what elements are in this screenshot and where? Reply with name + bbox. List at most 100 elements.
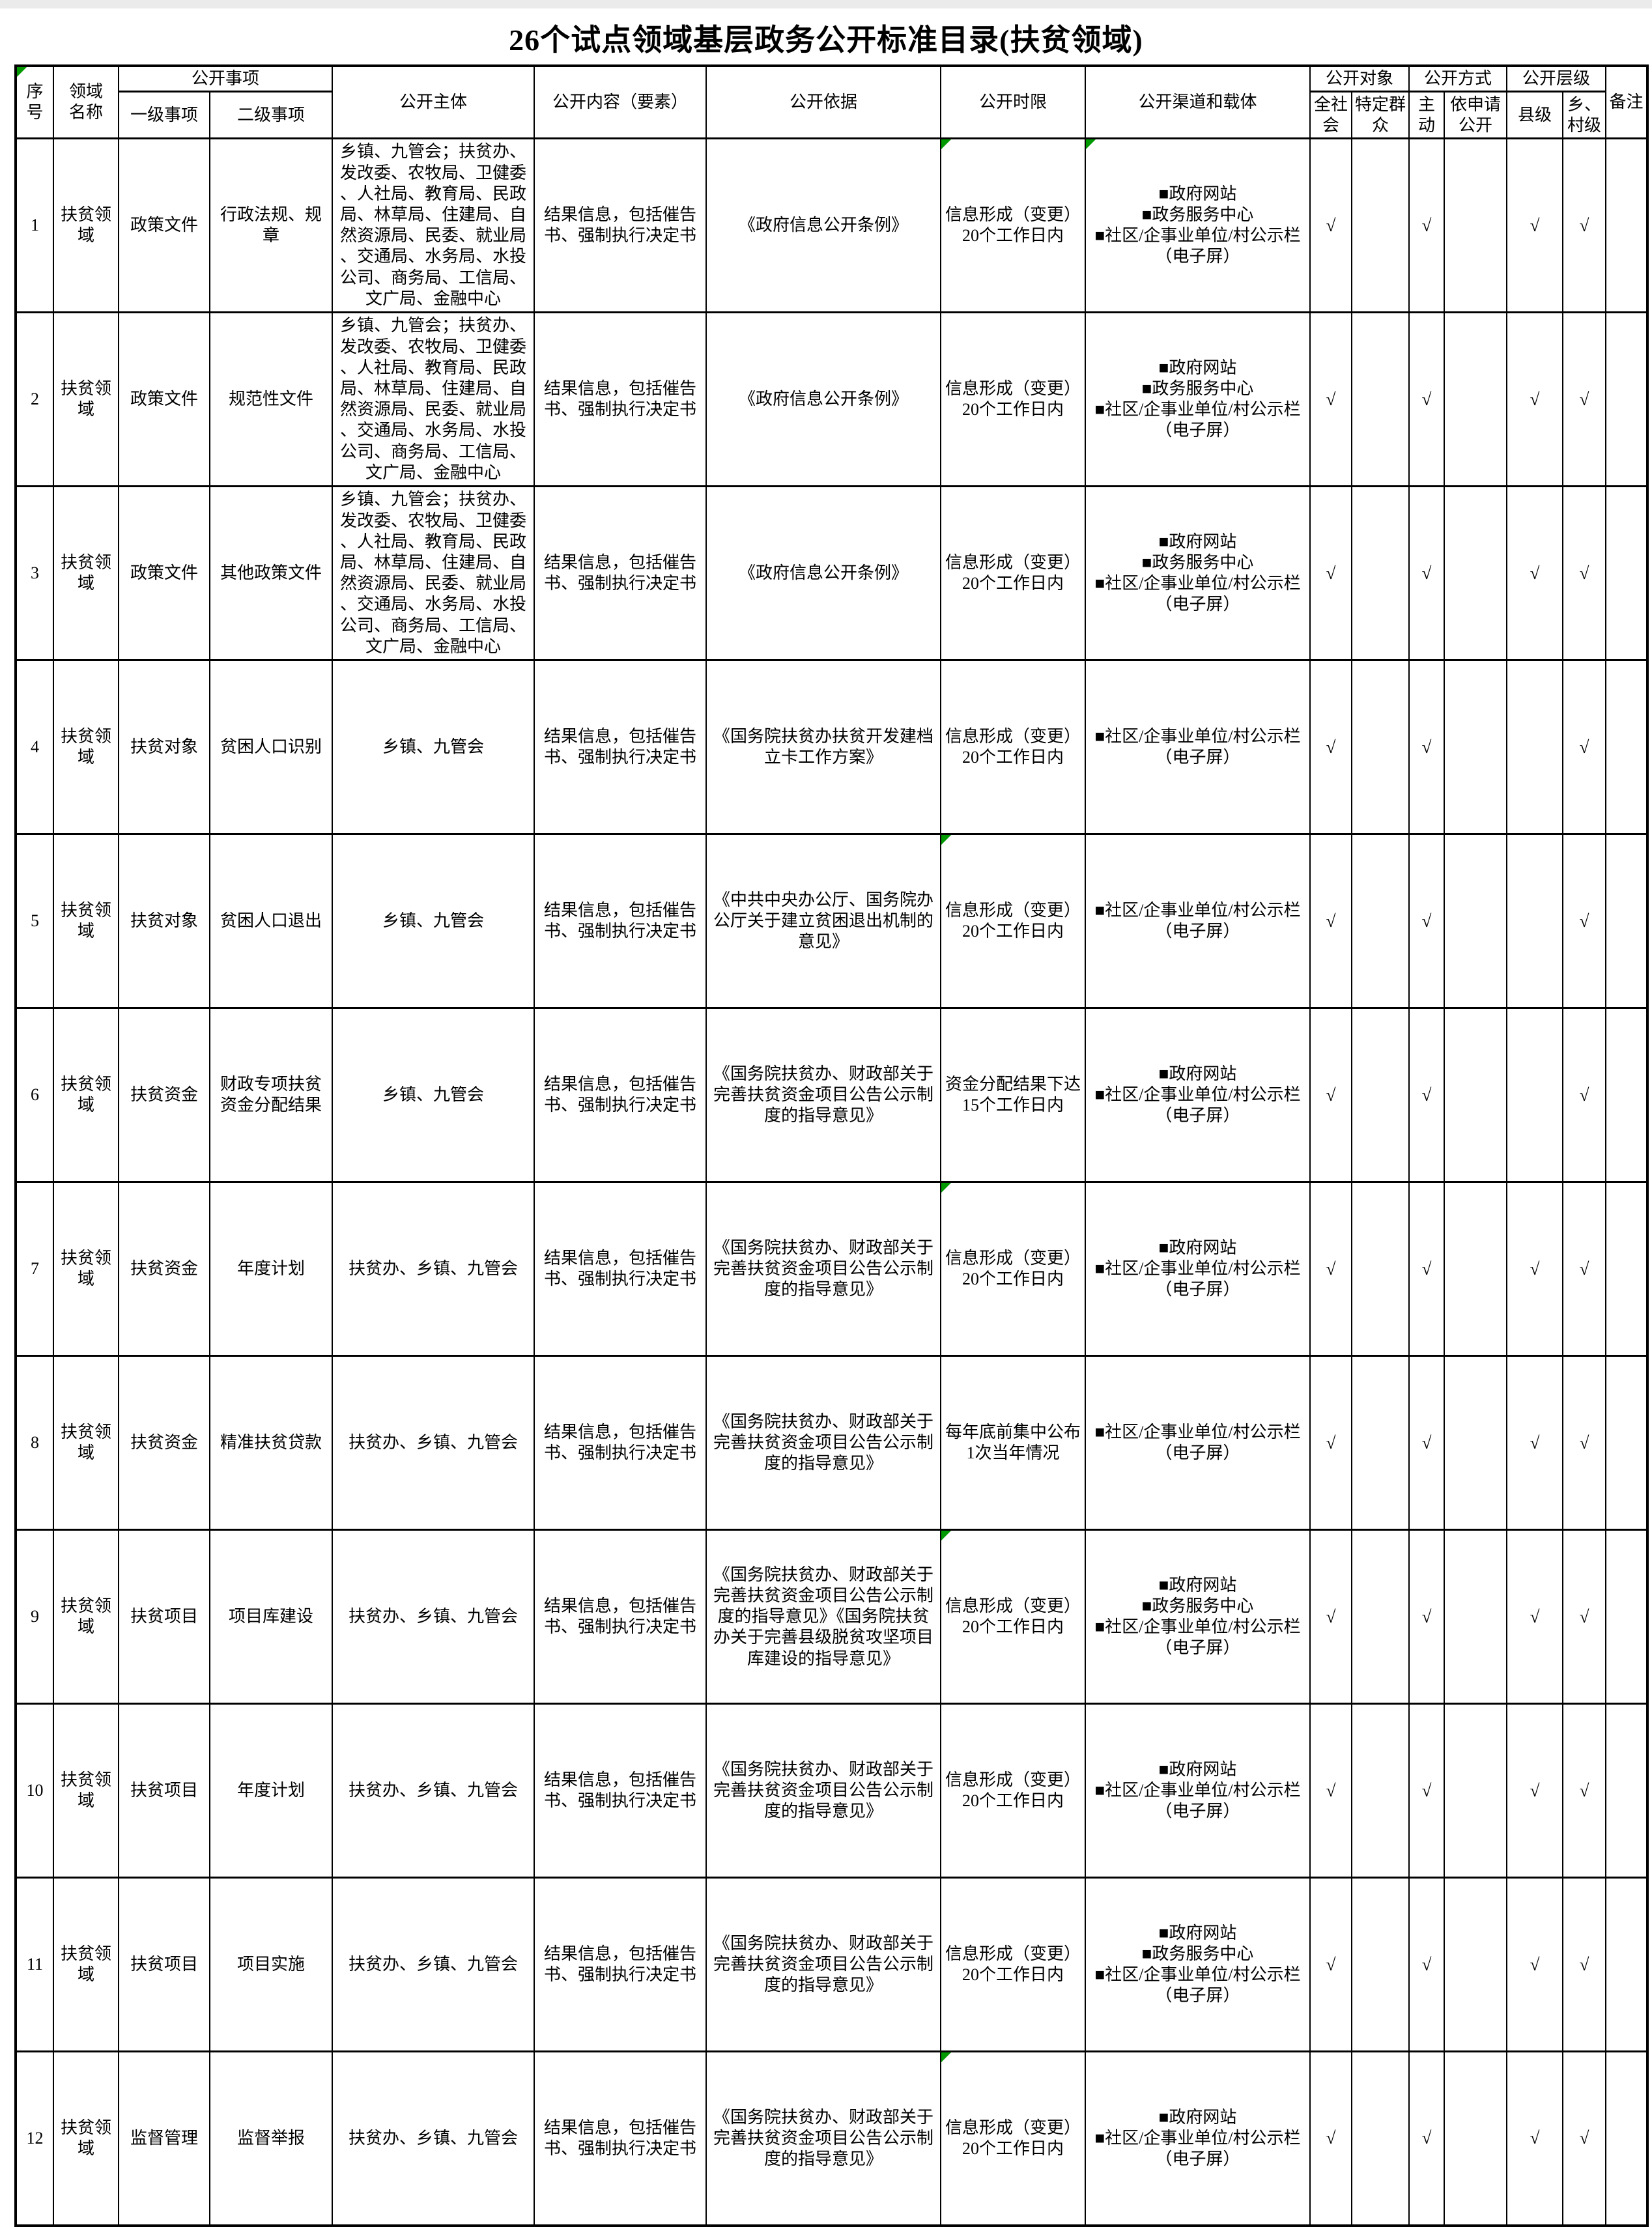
- table-body: 1 扶贫领域 政策文件 行政法规、规章 乡镇、九管会；扶贫办、发改委、农牧局、卫…: [15, 137, 1649, 2227]
- cell-check-county-level: [1506, 833, 1564, 1010]
- cell-check-county-level: √: [1506, 2050, 1564, 2227]
- cell-check-township-level: √: [1562, 1355, 1607, 1531]
- cell-disclosure-basis: 《国务院扶贫办、财政部关于完善扶贫资金项目公告公示制度的指导意见》《国务院扶贫办…: [705, 1529, 942, 1705]
- table-row: 8 扶贫领域 扶贫资金 精准扶贫贷款 扶贫办、乡镇、九管会 结果信息，包括催告书…: [15, 1355, 1649, 1531]
- cell-remarks: [1605, 485, 1649, 662]
- cell-remarks: [1605, 311, 1649, 488]
- cell-level1-matter: 扶贫资金: [118, 1181, 210, 1357]
- table-row: 4 扶贫领域 扶贫对象 贫困人口识别 乡镇、九管会 结果信息，包括催告书、强制执…: [15, 659, 1649, 836]
- cell-remarks: [1605, 1529, 1649, 1705]
- cell-check-all-society: √: [1309, 2050, 1353, 2227]
- cell-check-specific-group: [1351, 1529, 1410, 1705]
- cell-time-limit: 信息形成（变更）20个工作日内: [940, 1703, 1087, 1879]
- channel-line: ■政府网站: [1158, 2107, 1237, 2127]
- cell-check-proactive: √: [1408, 2050, 1445, 2227]
- cell-time-limit: 信息形成（变更）20个工作日内: [940, 311, 1087, 488]
- cell-check-specific-group: [1351, 1703, 1410, 1879]
- cell-check-on-request: [1444, 1529, 1508, 1705]
- cell-time-limit: 信息形成（变更）20个工作日内: [940, 137, 1087, 314]
- cell-check-on-request: [1444, 1181, 1508, 1357]
- cell-check-specific-group: [1351, 137, 1410, 314]
- cell-time-limit: 信息形成（变更）20个工作日内: [940, 1529, 1087, 1705]
- cell-check-specific-group: [1351, 1181, 1410, 1357]
- cell-serial-no: 11: [15, 1877, 54, 2053]
- cell-level1-matter: 扶贫对象: [118, 659, 210, 836]
- cell-disclosure-basis: 《国务院扶贫办、财政部关于完善扶贫资金项目公告公示制度的指导意见》: [705, 2050, 942, 2227]
- cell-check-on-request: [1444, 485, 1508, 662]
- cell-check-specific-group: [1351, 1877, 1410, 2053]
- cell-channels: ■政府网站 ■政务服务中心 ■社区/企事业单位/村公示栏（电子屏）: [1085, 137, 1311, 314]
- cell-check-specific-group: [1351, 1355, 1410, 1531]
- header-level1: 一级事项: [118, 91, 210, 140]
- cell-check-on-request: [1444, 833, 1508, 1010]
- cell-remarks: [1605, 1181, 1649, 1357]
- cell-level1-matter: 扶贫资金: [118, 1355, 210, 1531]
- header-level-township: 乡、 村级: [1562, 91, 1607, 140]
- cell-disclosure-subject: 乡镇、九管会；扶贫办、发改委、农牧局、卫健委、人社局、教育局、民政局、林草局、住…: [332, 485, 535, 662]
- cell-level1-matter: 扶贫资金: [118, 1007, 210, 1184]
- channel-line: ■政务服务中心: [1141, 379, 1254, 398]
- cell-domain-name: 扶贫领域: [53, 485, 119, 662]
- cell-disclosure-subject: 扶贫办、乡镇、九管会: [332, 2050, 535, 2227]
- table-row: 5 扶贫领域 扶贫对象 贫困人口退出 乡镇、九管会 结果信息，包括催告书、强制执…: [15, 833, 1649, 1010]
- cell-check-specific-group: [1351, 311, 1410, 488]
- cell-serial-no: 4: [15, 659, 54, 836]
- cell-channels: ■政府网站 ■政务服务中心 ■社区/企事业单位/村公示栏（电子屏）: [1085, 1877, 1311, 2053]
- cell-serial-no: 6: [15, 1007, 54, 1184]
- header-time-limit: 公开时限: [940, 64, 1087, 140]
- cell-disclosure-content: 结果信息，包括催告书、强制执行决定书: [534, 1355, 707, 1531]
- window-edge-strip: [0, 0, 1652, 8]
- cell-disclosure-basis: 《政府信息公开条例》: [705, 311, 942, 488]
- header-channels: 公开渠道和载体: [1085, 64, 1311, 140]
- cell-level2-matter: 其他政策文件: [208, 485, 334, 662]
- header-no: 序号: [15, 64, 54, 140]
- header-methods-group: 公开方式: [1408, 64, 1508, 93]
- cell-check-township-level: √: [1562, 137, 1607, 314]
- page-title: 26个试点领域基层政务公开标准目录(扶贫领域): [509, 23, 1143, 57]
- cell-time-limit: 资金分配结果下达15个工作日内: [940, 1007, 1087, 1184]
- cell-check-proactive: √: [1408, 137, 1445, 314]
- cell-remarks: [1605, 1877, 1649, 2053]
- channel-line: ■社区/企事业单位/村公示栏（电子屏）: [1094, 574, 1301, 614]
- cell-level1-matter: 扶贫对象: [118, 833, 210, 1010]
- cell-disclosure-content: 结果信息，包括催告书、强制执行决定书: [534, 137, 707, 314]
- cell-check-county-level: [1506, 1007, 1564, 1184]
- cell-disclosure-subject: 扶贫办、乡镇、九管会: [332, 1181, 535, 1357]
- cell-check-proactive: √: [1408, 485, 1445, 662]
- cell-time-limit: 信息形成（变更）20个工作日内: [940, 659, 1087, 836]
- cell-remarks: [1605, 1355, 1649, 1531]
- cell-check-county-level: √: [1506, 1181, 1564, 1357]
- cell-check-proactive: √: [1408, 1007, 1445, 1184]
- cell-disclosure-basis: 《国务院扶贫办、财政部关于完善扶贫资金项目公告公示制度的指导意见》: [705, 1355, 942, 1531]
- cell-check-all-society: √: [1309, 485, 1353, 662]
- cell-check-county-level: √: [1506, 137, 1564, 314]
- cell-disclosure-subject: 扶贫办、乡镇、九管会: [332, 1703, 535, 1879]
- cell-disclosure-basis: 《国务院扶贫办、财政部关于完善扶贫资金项目公告公示制度的指导意见》: [705, 1703, 942, 1879]
- cell-check-proactive: √: [1408, 1877, 1445, 2053]
- cell-serial-no: 3: [15, 485, 54, 662]
- cell-check-specific-group: [1351, 1007, 1410, 1184]
- cell-level2-matter: 项目实施: [208, 1877, 334, 2053]
- cell-disclosure-content: 结果信息，包括催告书、强制执行决定书: [534, 1181, 707, 1357]
- cell-level2-matter: 规范性文件: [208, 311, 334, 488]
- channel-line: ■社区/企事业单位/村公示栏（电子屏）: [1094, 727, 1301, 767]
- cell-check-on-request: [1444, 1877, 1508, 2053]
- channel-line: ■社区/企事业单位/村公示栏（电子屏）: [1094, 400, 1301, 440]
- table-row: 6 扶贫领域 扶贫资金 财政专项扶贫资金分配结果 乡镇、九管会 结果信息，包括催…: [15, 1007, 1649, 1184]
- cell-channels: ■政府网站 ■社区/企事业单位/村公示栏（电子屏）: [1085, 1181, 1311, 1357]
- cell-disclosure-subject: 扶贫办、乡镇、九管会: [332, 1877, 535, 2053]
- comment-flag-icon: [942, 1184, 952, 1193]
- cell-channels: ■社区/企事业单位/村公示栏（电子屏）: [1085, 833, 1311, 1010]
- cell-time-limit: 信息形成（变更）20个工作日内: [940, 1181, 1087, 1357]
- cell-serial-no: 8: [15, 1355, 54, 1531]
- cell-disclosure-subject: 乡镇、九管会；扶贫办、发改委、农牧局、卫健委、人社局、教育局、民政局、林草局、住…: [332, 137, 535, 314]
- cell-domain-name: 扶贫领域: [53, 833, 119, 1010]
- cell-check-proactive: √: [1408, 1703, 1445, 1879]
- channel-line: ■社区/企事业单位/村公示栏（电子屏）: [1094, 1965, 1301, 2006]
- cell-check-county-level: [1506, 659, 1564, 836]
- cell-check-township-level: √: [1562, 1529, 1607, 1705]
- table-row: 2 扶贫领域 政策文件 规范性文件 乡镇、九管会；扶贫办、发改委、农牧局、卫健委…: [15, 311, 1649, 488]
- cell-disclosure-basis: 《政府信息公开条例》: [705, 485, 942, 662]
- cell-channels: ■社区/企事业单位/村公示栏（电子屏）: [1085, 1355, 1311, 1531]
- cell-check-proactive: √: [1408, 1181, 1445, 1357]
